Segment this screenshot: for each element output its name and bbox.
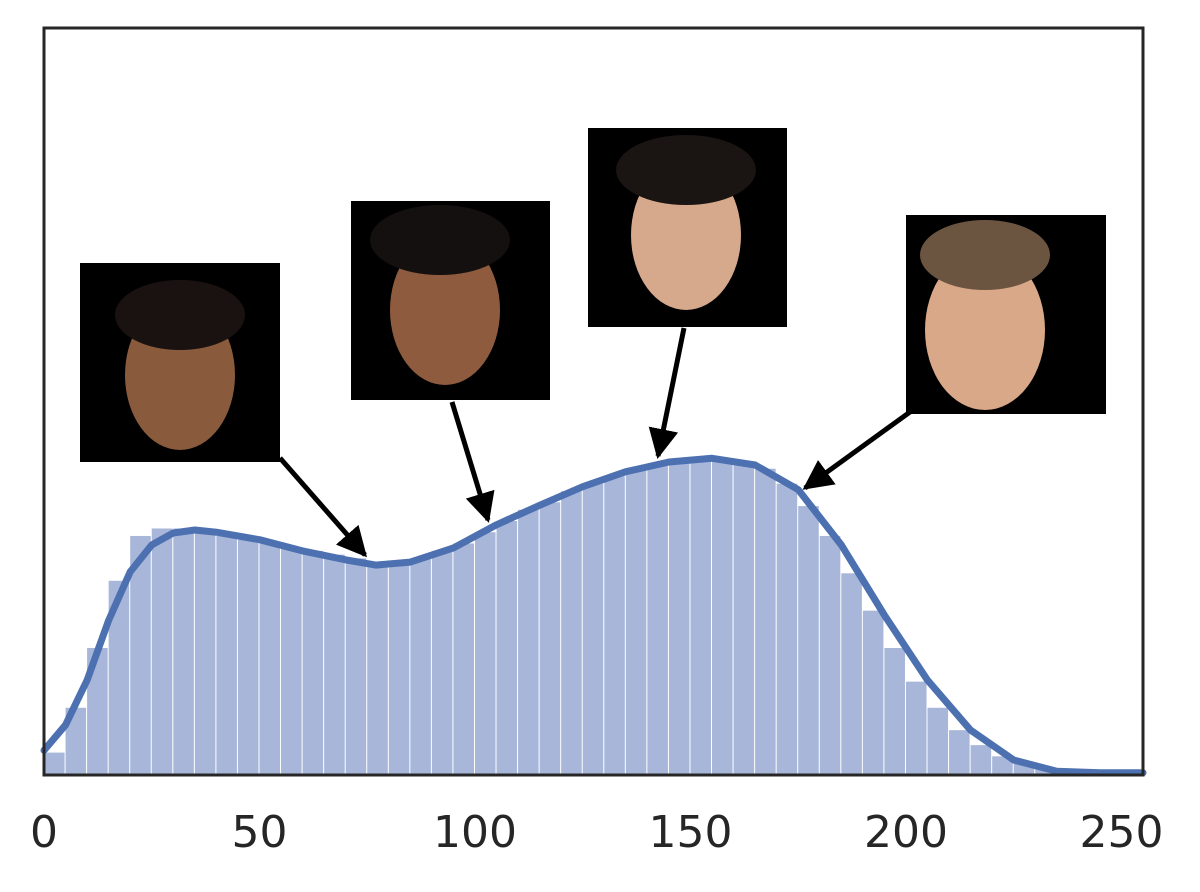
histogram-bar — [841, 573, 862, 775]
histogram-bar — [539, 502, 561, 775]
histogram-bar — [431, 550, 453, 775]
histogram-bar — [668, 461, 690, 775]
histogram-bar — [173, 528, 194, 775]
histogram-bar — [1035, 769, 1056, 775]
histogram-bar — [755, 468, 776, 775]
arrow — [449, 401, 495, 523]
face-image — [906, 215, 1106, 414]
histogram-bar — [949, 730, 970, 775]
histogram-bar — [87, 648, 108, 775]
x-tick-label: 200 — [864, 807, 948, 858]
histogram-bar — [194, 532, 216, 775]
histogram-bar — [690, 459, 712, 775]
histogram-bar — [496, 521, 518, 775]
histogram-bar — [367, 562, 388, 775]
x-tick-label: 250 — [1079, 807, 1163, 858]
histogram-bar — [1013, 763, 1035, 775]
histogram-bar — [518, 509, 539, 775]
histogram-bar — [798, 506, 819, 775]
histogram-bar — [733, 461, 755, 775]
arrow — [648, 327, 687, 459]
histogram-bar — [927, 707, 949, 775]
arrow — [802, 409, 912, 491]
histogram-bar — [108, 580, 130, 775]
histogram-bar — [324, 554, 345, 775]
histogram-bar — [345, 558, 367, 775]
histogram-bar — [712, 459, 733, 775]
histogram-bar — [905, 681, 927, 775]
histogram-bar — [604, 476, 625, 775]
face-image — [80, 263, 280, 462]
histogram-bar — [647, 464, 668, 775]
histogram-bar — [453, 543, 474, 775]
histogram-bar — [582, 483, 604, 775]
histogram-bar — [65, 707, 87, 775]
histogram-bar — [474, 532, 496, 775]
histogram-bar — [388, 562, 410, 775]
histogram-bar — [281, 547, 302, 775]
x-tick-label: 150 — [648, 807, 732, 858]
histogram-bar — [410, 558, 431, 775]
face-image — [351, 201, 550, 400]
histogram-bar — [561, 491, 582, 775]
arrow — [278, 456, 367, 558]
histogram-bar — [216, 535, 237, 775]
histogram-bar — [237, 539, 259, 775]
face-image — [588, 128, 787, 327]
histogram-bar — [259, 543, 281, 775]
histogram-bar — [302, 550, 324, 775]
x-tick-label: 50 — [231, 807, 287, 858]
histogram-bar — [44, 752, 65, 775]
histogram-bar — [151, 528, 173, 775]
histogram-bar — [819, 535, 841, 775]
x-tick-label: 0 — [30, 807, 58, 858]
face-annotations — [80, 128, 1106, 558]
histogram-bar — [884, 648, 905, 775]
histogram-bar — [970, 745, 992, 775]
x-tick-label: 100 — [433, 807, 517, 858]
histogram-bar — [625, 468, 647, 775]
kde-line — [40, 454, 1147, 777]
plot-frame — [42, 26, 1145, 777]
plot-area — [40, 454, 1147, 777]
histogram-bar — [130, 535, 151, 775]
histogram-bar — [992, 756, 1013, 775]
histogram-bar — [776, 483, 798, 775]
histogram-bar — [862, 610, 884, 775]
